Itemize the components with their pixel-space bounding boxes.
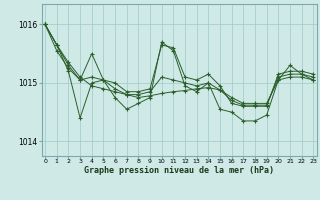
X-axis label: Graphe pression niveau de la mer (hPa): Graphe pression niveau de la mer (hPa): [84, 166, 274, 175]
